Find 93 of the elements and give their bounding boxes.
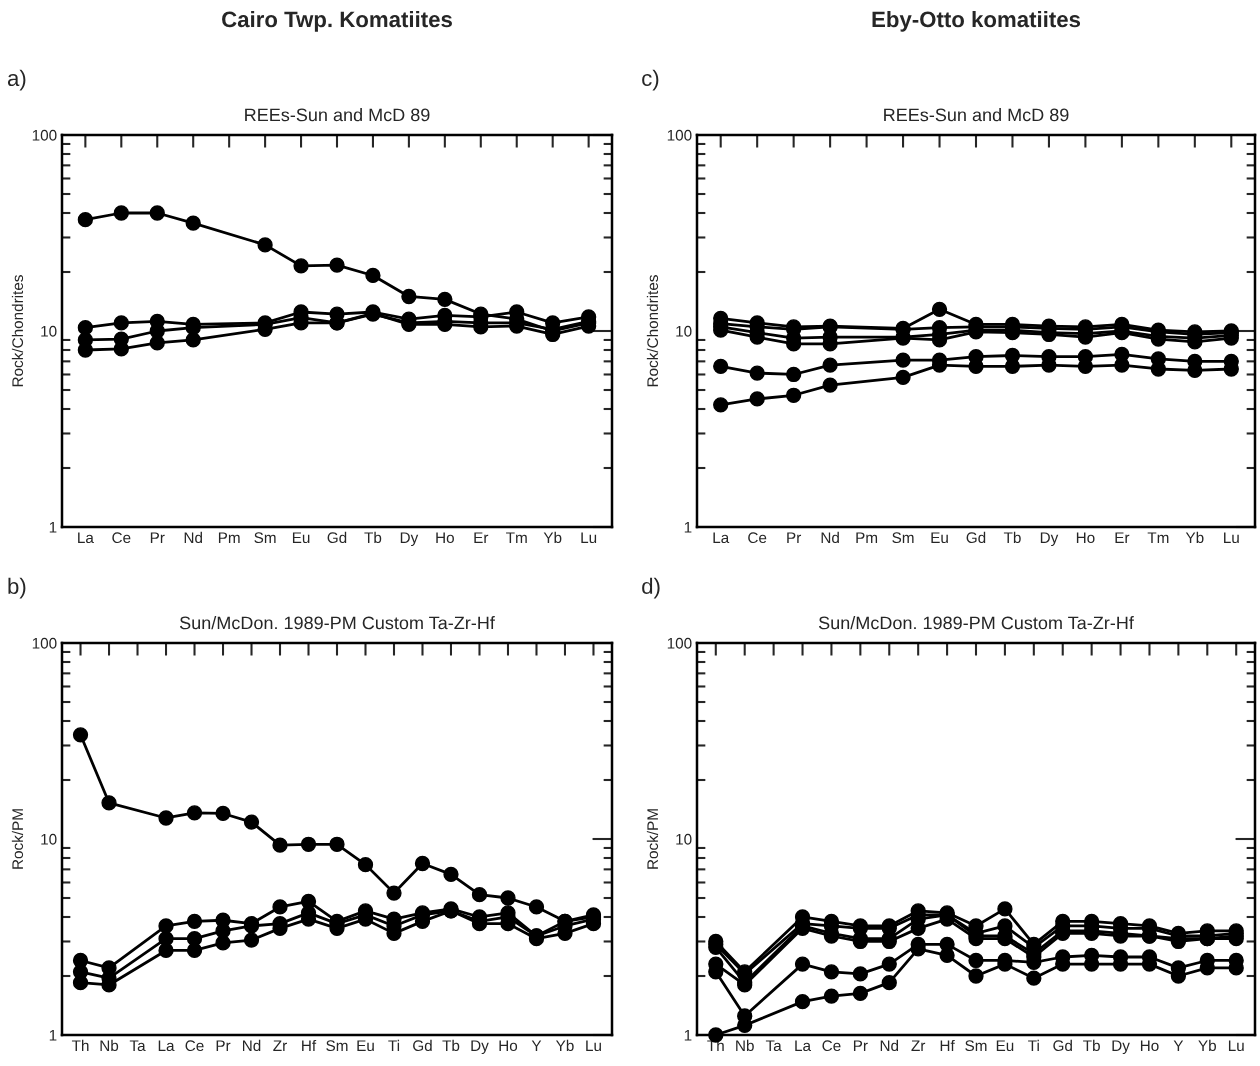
x-tick-label: Ho: [1076, 532, 1095, 544]
x-tick-label: Ce: [185, 1040, 204, 1052]
y-tick-label: 1: [49, 1030, 57, 1041]
text: d): [642, 577, 660, 599]
text: Cairo Twp. Komatiites: [222, 10, 452, 32]
x-tick-label: Ta: [129, 1040, 146, 1052]
x-tick-label: Er: [1115, 532, 1130, 543]
y-axis-title: Rock/PM: [11, 809, 24, 869]
x-tick-label: La: [713, 532, 730, 544]
x-tick-label: Pr: [787, 532, 802, 543]
y-tick-label: 10: [41, 833, 57, 845]
x-tick-label: Nd: [243, 1039, 261, 1052]
y-tick-label: 1: [49, 522, 57, 533]
x-tick-label: Pr: [150, 532, 165, 543]
x-tick-label: Tm: [1147, 532, 1169, 543]
text: c): [642, 69, 659, 91]
x-tick-label: Gd: [1053, 1039, 1072, 1052]
y-tick-label: 10: [676, 325, 692, 337]
x-tick-label: Dy: [1040, 532, 1059, 547]
x-tick-label: Yb: [1198, 1039, 1216, 1052]
x-tick-label: Sm: [326, 1040, 348, 1052]
x-tick-label: Pm: [218, 532, 240, 543]
x-tick-label: Nd: [880, 1039, 899, 1052]
x-tick-label: Gd: [413, 1039, 432, 1052]
x-tick-label: Tb: [1003, 531, 1021, 544]
text: b): [8, 577, 26, 599]
x-tick-label: Tb: [364, 531, 382, 544]
x-tick-label: Zr: [273, 1040, 287, 1051]
y-tick-label: 1: [684, 522, 692, 533]
x-tick-label: Nd: [184, 531, 202, 544]
x-tick-label: Eu: [292, 532, 310, 544]
x-tick-label: Ti: [388, 1039, 400, 1051]
y-tick-label: 100: [32, 637, 57, 649]
x-tick-label: Dy: [471, 1040, 489, 1055]
chart-title: REEs-Sun and McD 89: [245, 108, 430, 122]
x-tick-label: Ta: [765, 1040, 782, 1052]
x-tick-label: Gd: [327, 531, 347, 544]
x-tick-label: Ho: [436, 532, 454, 544]
x-tick-label: Er: [474, 532, 489, 543]
x-tick-label: Eu: [931, 532, 948, 544]
x-tick-label: Ho: [499, 1040, 518, 1052]
x-tick-label: La: [158, 1040, 175, 1052]
y-tick-label: 1: [684, 1030, 692, 1041]
chart-title: Sun/McDon. 1989-PM Custom Ta-Zr-Hf: [818, 616, 1134, 630]
x-tick-label: Yb: [1185, 531, 1204, 544]
x-tick-label: Gd: [966, 531, 986, 544]
x-tick-label: Lu: [1228, 1040, 1244, 1052]
x-tick-label: Y: [531, 1040, 542, 1051]
x-tick-label: La: [78, 532, 94, 544]
x-tick-label: Tb: [1083, 1039, 1100, 1052]
x-tick-label: Lu: [581, 532, 597, 544]
x-tick-label: Y: [1173, 1040, 1184, 1051]
x-tick-label: Nb: [736, 1039, 754, 1052]
x-tick-label: Hf: [940, 1039, 955, 1051]
y-tick-label: 100: [667, 637, 692, 649]
x-tick-label: Eu: [357, 1040, 374, 1052]
x-tick-label: Dy: [400, 532, 419, 547]
x-tick-label: Ce: [822, 1040, 841, 1052]
x-tick-label: Yb: [543, 531, 562, 544]
x-tick-label: Sm: [254, 532, 276, 544]
x-tick-label: Dy: [1112, 1040, 1130, 1055]
x-tick-label: Pm: [856, 532, 878, 543]
y-axis-title: Rock/Chondrites: [11, 275, 24, 387]
x-tick-label: Tm: [506, 532, 527, 543]
x-tick-label: Ce: [112, 532, 131, 544]
y-tick-label: 100: [32, 129, 57, 141]
x-tick-label: Nd: [821, 531, 839, 544]
x-tick-label: Eu: [996, 1040, 1014, 1052]
y-tick-label: 10: [676, 833, 692, 845]
x-tick-label: Sm: [892, 532, 914, 544]
x-tick-label: Ho: [1140, 1040, 1159, 1052]
x-tick-label: Lu: [1224, 532, 1239, 544]
x-tick-label: Hf: [302, 1039, 317, 1051]
chart-title: Sun/McDon. 1989-PM Custom Ta-Zr-Hf: [179, 616, 495, 630]
x-tick-label: Ti: [1028, 1039, 1039, 1051]
text: Eby-Otto komatiites: [872, 10, 1081, 32]
x-tick-label: La: [795, 1040, 812, 1052]
x-tick-label: Lu: [586, 1040, 601, 1052]
x-tick-label: Th: [71, 1039, 89, 1051]
y-axis-title: Rock/PM: [646, 809, 659, 869]
x-tick-label: Yb: [555, 1039, 574, 1052]
x-tick-label: Ce: [748, 532, 767, 544]
x-tick-label: Pr: [853, 1040, 868, 1051]
x-tick-label: Zr: [911, 1040, 926, 1051]
text: a): [7, 69, 26, 91]
x-tick-label: Pr: [216, 1040, 231, 1051]
x-tick-label: Sm: [965, 1040, 987, 1052]
chart-title: REEs-Sun and McD 89: [884, 108, 1069, 122]
x-tick-label: Nb: [100, 1039, 119, 1052]
y-axis-title: Rock/Chondrites: [646, 275, 659, 387]
x-tick-label: Tb: [442, 1039, 460, 1052]
y-tick-label: 100: [667, 129, 692, 141]
y-tick-label: 10: [41, 325, 57, 337]
